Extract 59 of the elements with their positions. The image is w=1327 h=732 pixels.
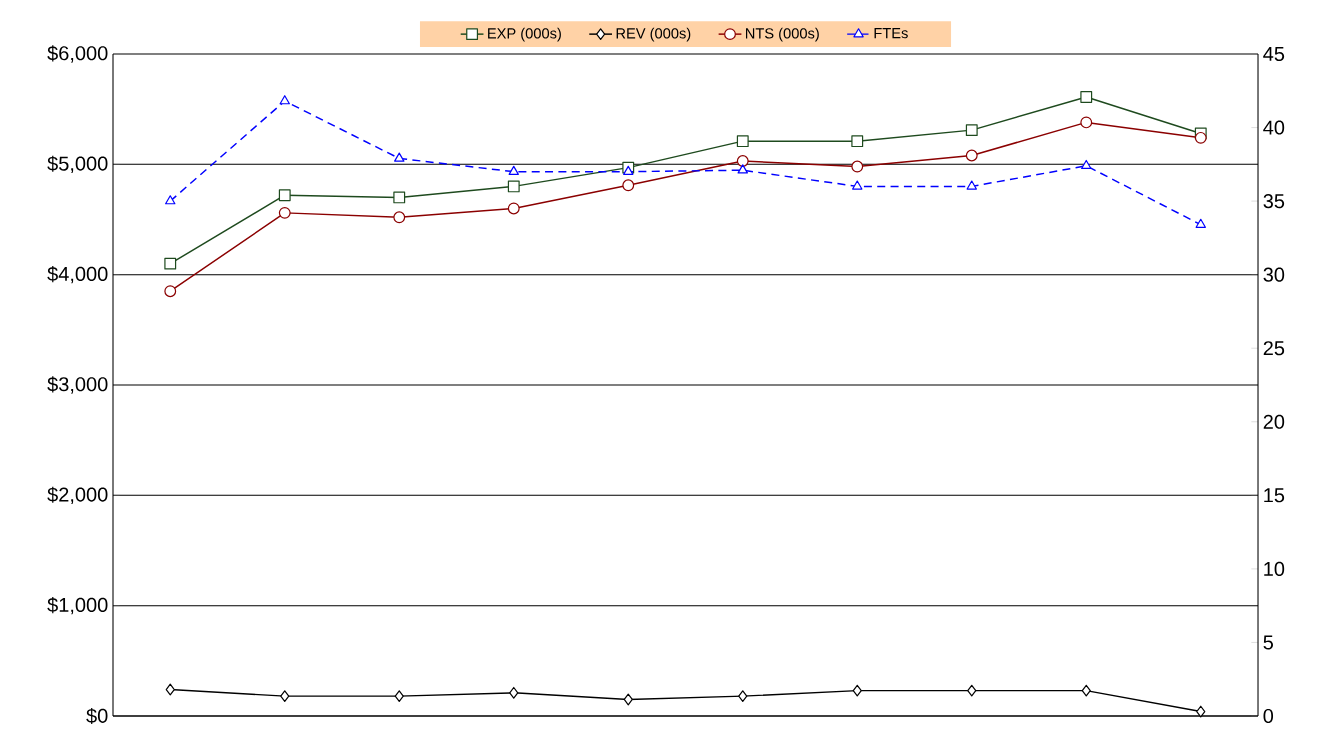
y2-tick-label: 40 xyxy=(1263,120,1285,135)
point xyxy=(623,165,634,175)
point xyxy=(393,211,406,224)
point xyxy=(852,684,862,697)
point xyxy=(851,160,864,173)
point xyxy=(965,124,978,137)
point xyxy=(164,285,177,298)
point xyxy=(393,191,406,204)
legend-label: EXP (000s) xyxy=(488,27,561,42)
point xyxy=(1080,116,1093,129)
point xyxy=(966,180,977,190)
y-tick-label: $6,000 xyxy=(47,45,108,63)
point xyxy=(736,135,749,148)
y-tick-label: $0 xyxy=(86,707,108,725)
point xyxy=(965,149,978,162)
legend-label: NTS (000s) xyxy=(746,27,819,42)
legend-label: FTEs xyxy=(874,28,908,39)
point xyxy=(279,95,290,105)
y2-tick-label: 0 xyxy=(1263,708,1274,724)
y-tick-label: $4,000 xyxy=(47,265,108,284)
y-tick-label: $2,000 xyxy=(47,486,108,505)
point xyxy=(507,180,520,193)
point xyxy=(278,206,291,219)
y2-tick-label: 25 xyxy=(1263,341,1285,356)
point xyxy=(1194,131,1207,144)
point xyxy=(278,189,291,202)
y2-tick-label: 45 xyxy=(1263,47,1285,61)
y-tick-label: $5,000 xyxy=(47,155,108,173)
point xyxy=(1081,159,1092,170)
point xyxy=(165,683,175,696)
point xyxy=(280,690,290,703)
point xyxy=(852,180,863,190)
point xyxy=(967,684,977,697)
y-tick-label: $3,000 xyxy=(47,376,108,394)
point xyxy=(394,690,404,703)
point xyxy=(507,202,520,215)
point xyxy=(508,165,519,175)
point xyxy=(623,693,633,706)
point xyxy=(622,179,635,192)
y2-tick-label: 35 xyxy=(1263,194,1285,209)
y2-tick-label: 30 xyxy=(1263,267,1285,282)
point xyxy=(509,686,519,699)
point xyxy=(1195,218,1206,228)
point xyxy=(736,155,749,167)
point xyxy=(1080,91,1093,103)
legend-label: REV (000s) xyxy=(616,27,691,42)
point xyxy=(737,164,748,174)
y2-tick-label: 5 xyxy=(1263,635,1274,650)
point xyxy=(394,152,405,162)
y2-tick-label: 20 xyxy=(1263,414,1285,429)
y2-tick-label: 15 xyxy=(1264,488,1285,503)
point xyxy=(165,195,176,205)
y-tick-label: $1,000 xyxy=(47,596,108,615)
point xyxy=(164,257,177,270)
point xyxy=(1196,705,1206,718)
point xyxy=(1081,684,1091,697)
y2-tick-label: 10 xyxy=(1264,561,1285,576)
point xyxy=(738,690,748,703)
point xyxy=(851,135,864,148)
